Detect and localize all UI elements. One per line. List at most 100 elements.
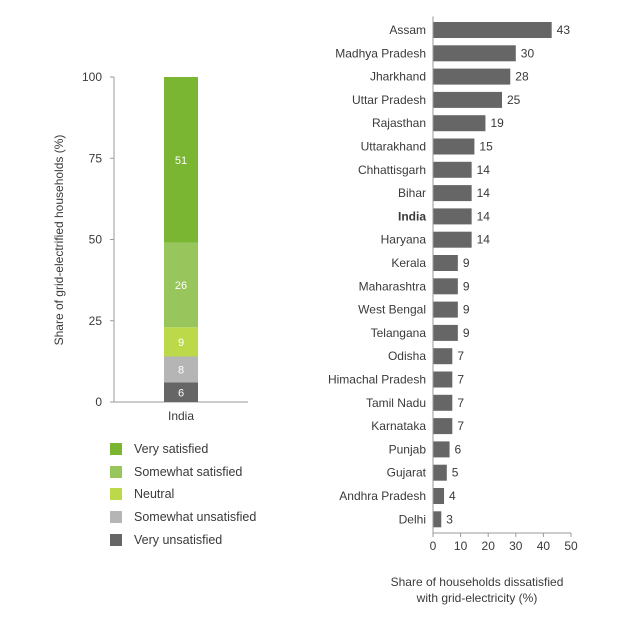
legend-item-very-satisfied: Very satisfied — [110, 438, 256, 461]
bar-value-label: 6 — [455, 442, 462, 456]
legend-swatch — [110, 533, 122, 546]
category-label-uttar-pradesh: Uttar Pradesh — [352, 93, 426, 107]
segment-somewhat-satisfied — [164, 242, 198, 328]
legend-label: Very unsatisfied — [134, 532, 223, 547]
bar-value-label: 7 — [457, 419, 464, 433]
bar-chhattisgarh — [433, 161, 472, 178]
horizontal-chart-x-axis-label-line-2: with grid-electricity (%) — [416, 591, 538, 605]
horizontal-chart-x-tick-label: 50 — [564, 539, 578, 553]
category-label-telangana: Telangana — [371, 326, 427, 340]
bar-madhya-pradesh — [433, 45, 516, 62]
bar-karnataka — [433, 418, 453, 435]
segment-value-label: 26 — [175, 280, 187, 292]
segment-very-unsatisfied — [164, 382, 198, 402]
category-label-maharashtra: Maharashtra — [359, 279, 427, 293]
legend-label: Somewhat satisfied — [134, 464, 243, 479]
bar-rajasthan — [433, 115, 486, 132]
segment-very-satisfied — [164, 77, 198, 243]
horizontal-chart-x-tick-label: 30 — [509, 539, 523, 553]
horizontal-chart-x-tick-label: 0 — [430, 539, 437, 553]
stacked-bar-segments: 6 8 9 26 51 — [164, 77, 198, 402]
bar-telangana — [433, 324, 458, 341]
bar-kerala — [433, 255, 458, 271]
stacked-chart-y-tick-label: 25 — [89, 314, 103, 328]
stacked-bar-chart: Share of grid-electrified households (%)… — [52, 70, 248, 423]
horizontal-chart-x-tick-label: 40 — [537, 539, 551, 553]
legend-swatch — [110, 465, 122, 478]
category-label-punjab: Punjab — [389, 442, 427, 456]
bar-value-label: 25 — [507, 93, 521, 107]
bar-value-label: 7 — [457, 396, 464, 410]
segment-somewhat-unsatisfied — [164, 356, 198, 383]
bar-value-label: 9 — [463, 256, 470, 270]
category-label-gujarat: Gujarat — [387, 466, 427, 480]
category-label-delhi: Delhi — [399, 512, 426, 526]
category-label-rajasthan: Rajasthan — [372, 116, 426, 130]
bar-himachal-pradesh — [433, 371, 453, 388]
legend-label: Neutral — [134, 487, 175, 502]
stacked-chart-y-axis-label: Share of grid-electrified households (%) — [52, 135, 66, 346]
bar-value-label: 30 — [521, 46, 535, 60]
bar-value-label: 28 — [515, 70, 529, 84]
stacked-chart-axes: 0 25 50 75 100 India — [82, 70, 248, 423]
bar-haryana — [433, 231, 472, 248]
bar-west-bengal — [433, 301, 458, 318]
bar-andhra-pradesh — [433, 488, 445, 504]
bar-value-label: 3 — [446, 512, 453, 526]
horizontal-chart-axes: 0 10 20 30 40 50 — [430, 16, 578, 553]
bar-odisha — [433, 348, 453, 365]
legend-swatch — [110, 443, 122, 456]
segment-value-label: 9 — [178, 337, 184, 349]
category-label-chhattisgarh: Chhattisgarh — [358, 163, 426, 177]
stacked-chart-y-tick-label: 0 — [95, 395, 102, 409]
stacked-chart-legend: Very satisfied Somewhat satisfied Neutral S… — [110, 438, 256, 551]
bar-value-label: 7 — [457, 349, 464, 363]
category-label-jharkhand: Jharkhand — [370, 70, 426, 84]
bar-value-label: 9 — [463, 326, 470, 340]
legend-swatch — [110, 488, 122, 501]
bar-value-label: 19 — [490, 116, 504, 130]
category-label-kerala: Kerala — [391, 256, 426, 270]
bar-value-label: 4 — [449, 489, 456, 503]
bar-tamil-nadu — [433, 394, 453, 411]
legend-label: Very satisfied — [134, 442, 209, 457]
legend-swatch — [110, 511, 122, 524]
category-label-assam: Assam — [389, 23, 426, 37]
bar-value-label: 14 — [477, 186, 491, 200]
bar-value-label: 15 — [479, 140, 493, 154]
bar-assam — [433, 22, 552, 38]
category-label-karnataka: Karnataka — [371, 419, 426, 433]
category-label-bihar: Bihar — [398, 186, 426, 200]
category-label-madhya-pradesh: Madhya Pradesh — [335, 46, 426, 60]
category-label-west-bengal: West Bengal — [358, 303, 426, 317]
legend-item-somewhat-unsatisfied: Somewhat unsatisfied — [110, 506, 256, 529]
category-label-india: India — [398, 209, 426, 223]
bar-value-label: 9 — [463, 303, 470, 317]
bar-value-label: 9 — [463, 279, 470, 293]
horizontal-chart-x-tick-label: 10 — [454, 539, 468, 553]
legend-item-very-unsatisfied: Very unsatisfied — [110, 528, 256, 551]
category-label-odisha: Odisha — [388, 349, 426, 363]
stacked-chart-y-tick-label: 100 — [82, 70, 102, 84]
bar-uttarakhand — [433, 138, 475, 155]
stacked-chart-category-label: India — [168, 409, 194, 423]
bar-uttar-pradesh — [433, 91, 502, 108]
bar-jharkhand — [433, 68, 511, 85]
category-label-andhra-pradesh: Andhra Pradesh — [339, 489, 426, 503]
bar-delhi — [433, 511, 442, 528]
bar-gujarat — [433, 464, 447, 481]
stacked-chart-y-tick-label: 75 — [89, 151, 103, 165]
bar-punjab — [433, 441, 450, 458]
segment-neutral — [164, 327, 198, 357]
bar-value-label: 43 — [557, 23, 571, 37]
legend-label: Somewhat unsatisfied — [134, 510, 257, 525]
category-label-himachal-pradesh: Himachal Pradesh — [328, 373, 426, 387]
bar-value-label: 5 — [452, 466, 459, 480]
bar-value-label: 14 — [477, 163, 491, 177]
bar-india — [433, 208, 472, 225]
segment-value-label: 8 — [178, 365, 184, 377]
segment-value-label: 51 — [175, 155, 187, 167]
